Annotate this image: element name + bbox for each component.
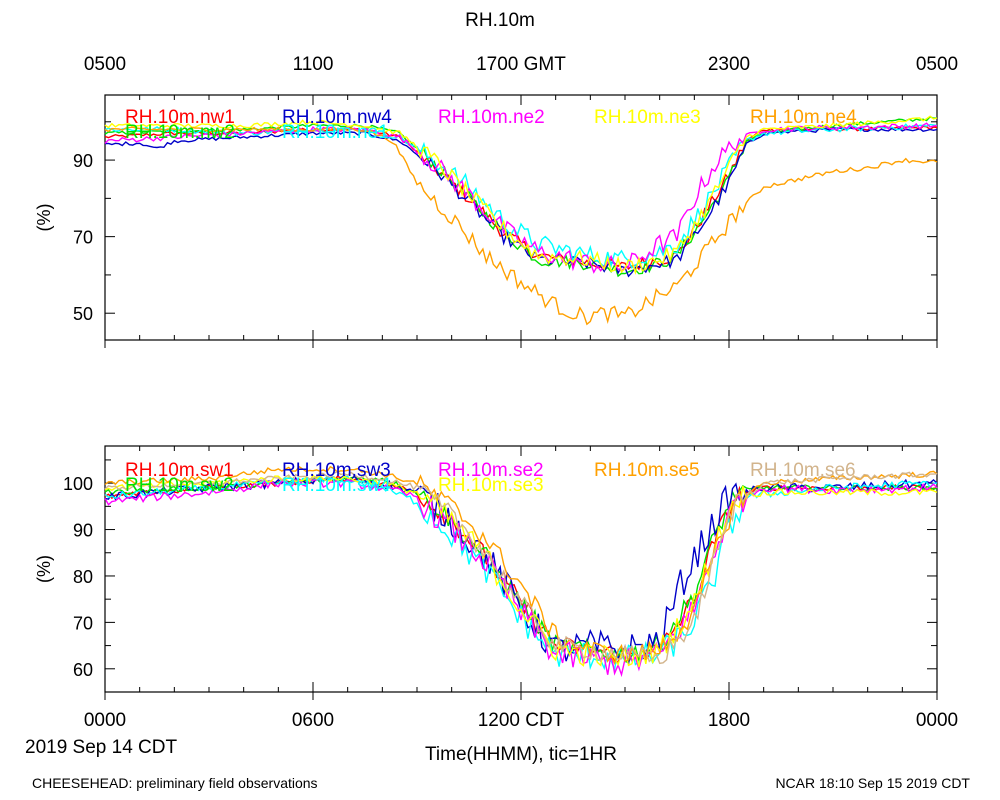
legend-entry-RH-10m-ne2: RH.10m.ne2 bbox=[438, 107, 545, 128]
bottom-ytick-label: 60 bbox=[73, 660, 93, 680]
legend-entry-RH-10m-se6: RH.10m.se6 bbox=[750, 460, 856, 481]
top-series-line-RH-10m-nw1 bbox=[104, 125, 938, 272]
legend-entry-RH-10m-ne1: RH.10m.ne1 bbox=[282, 122, 389, 143]
bottom-axis-tick-label: 1200 CDT bbox=[478, 710, 565, 731]
top-series-line-RH-10m-ne2 bbox=[104, 122, 938, 274]
bottom-series-line-RH-10m-sw2 bbox=[104, 476, 938, 664]
legend-entry-RH-10m-ne4: RH.10m.ne4 bbox=[750, 107, 857, 128]
top-ytick-label: 50 bbox=[73, 304, 93, 324]
legend-entry-RH-10m-se5: RH.10m.se5 bbox=[594, 460, 700, 481]
date-label: 2019 Sep 14 CDT bbox=[25, 737, 178, 758]
bottom-axis-tick-label: 1800 bbox=[708, 710, 750, 731]
top-series-line-RH-10m-ne4 bbox=[104, 126, 938, 326]
chart-title: RH.10m bbox=[465, 10, 535, 31]
legend-entry-RH-10m-sw2: RH.10m.sw2 bbox=[125, 475, 234, 496]
legend-entry-RH-10m-nw4: RH.10m.nw4 bbox=[282, 107, 392, 128]
bottom-axis-tick-label: 0600 bbox=[292, 710, 334, 731]
top-axis-tick-label: 1100 bbox=[293, 54, 334, 75]
bottom-series-line-RH-10m-se3 bbox=[104, 474, 938, 668]
top-ytick-label: 70 bbox=[73, 228, 93, 248]
top-y-axis-label: (%) bbox=[34, 204, 54, 232]
legend-entry-RH-10m-sw1: RH.10m.sw1 bbox=[125, 460, 234, 481]
legend-entry-RH-10m-sw3: RH.10m.sw3 bbox=[282, 460, 391, 481]
top-series-line-RH-10m-ne3 bbox=[104, 115, 938, 275]
top-series-line-RH-10m-ne1 bbox=[104, 123, 938, 269]
top-axis-tick-label: 0500 bbox=[84, 54, 126, 75]
legend-entry-RH-10m-nw1: RH.10m.nw1 bbox=[125, 107, 235, 128]
legend-entry-RH-10m-ne3: RH.10m.ne3 bbox=[594, 107, 701, 128]
legend-entry-RH-10m-nw2: RH.10m.nw2 bbox=[125, 122, 235, 143]
bottom-series-line-RH-10m-sw1 bbox=[104, 475, 938, 664]
bottom-series-line-RH-10m-se5 bbox=[104, 465, 938, 666]
bottom-ytick-label: 80 bbox=[73, 567, 93, 587]
legend-entry-RH-10m-se3: RH.10m.se3 bbox=[438, 475, 544, 496]
bottom-series-line-RH-10m-se6 bbox=[104, 471, 938, 665]
bottom-axis-tick-label: 0000 bbox=[916, 710, 958, 731]
bottom-ytick-label: 90 bbox=[73, 521, 93, 541]
top-axis-tick-label: 1700 GMT bbox=[476, 54, 566, 75]
bottom-series-line-RH-10m-sw4 bbox=[104, 474, 938, 672]
footer-timestamp: NCAR 18:10 Sep 15 2019 CDT bbox=[775, 775, 970, 791]
x-axis-label: Time(HHMM), tic=1HR bbox=[425, 744, 617, 765]
top-ytick-label: 90 bbox=[73, 151, 93, 171]
legend-entry-RH-10m-sw4: RH.10m.sw4 bbox=[282, 475, 391, 496]
bottom-axis-tick-label: 0000 bbox=[84, 710, 126, 731]
top-axis-tick-label: 2300 bbox=[708, 54, 750, 75]
top-series-line-RH-10m-nw4 bbox=[104, 127, 938, 278]
footer-source: CHEESEHEAD: preliminary field observatio… bbox=[32, 775, 318, 791]
bottom-y-axis-label: (%) bbox=[34, 555, 54, 583]
bottom-ytick-label: 70 bbox=[73, 613, 93, 633]
bottom-ytick-label: 100 bbox=[63, 474, 93, 494]
bottom-series-line-RH-10m-se2 bbox=[104, 478, 938, 678]
bottom-series-line-RH-10m-sw3 bbox=[104, 474, 938, 665]
top-axis-tick-label: 0500 bbox=[916, 54, 958, 75]
legend-entry-RH-10m-se2: RH.10m.se2 bbox=[438, 460, 544, 481]
